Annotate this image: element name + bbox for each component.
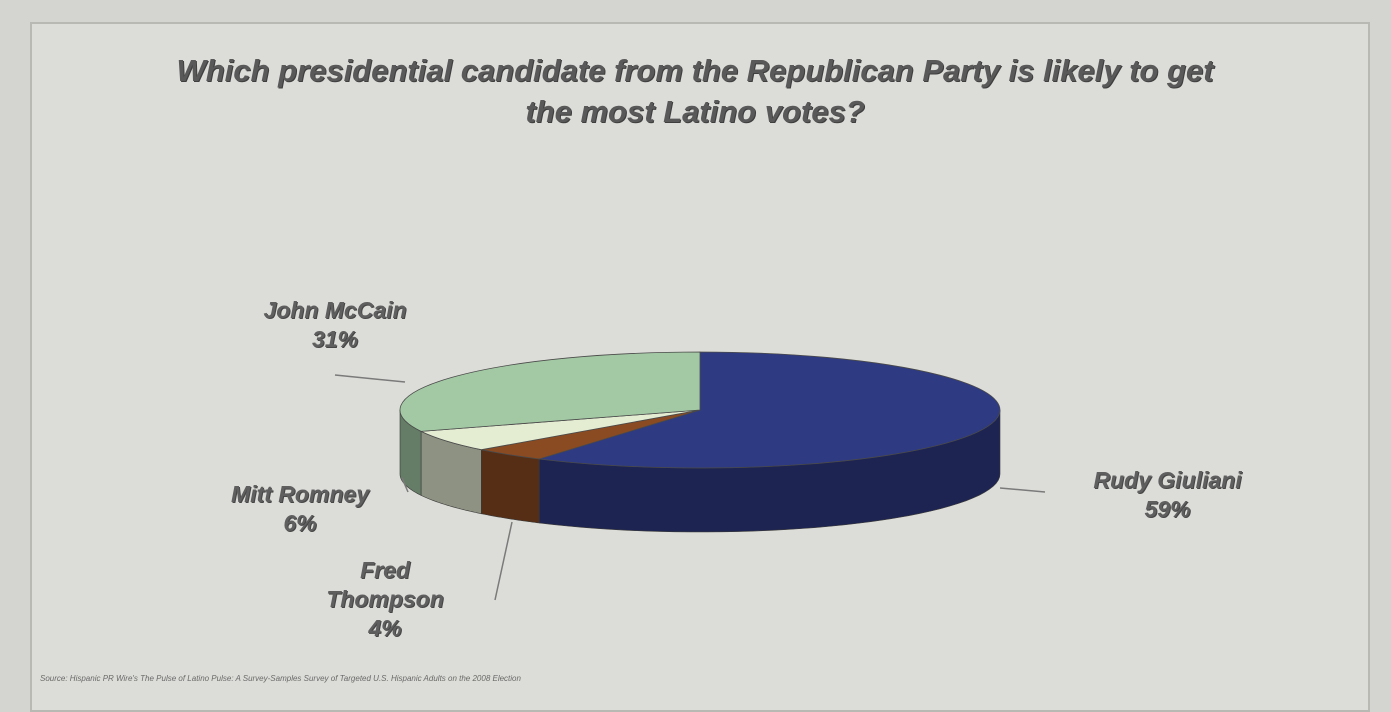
leader-line-fred-thompson [494,521,513,601]
chart-title: Which presidential candidate from the Re… [176,53,1214,129]
slice-label-john-mccain: John McCain 31% [263,297,407,352]
pie-side-fred-thompson [481,449,540,524]
pie-slice-john-mccain [399,351,701,432]
slice-label-mitt-romney: Mitt Romney 6% [231,481,369,536]
leader-line-mitt-romney [401,477,409,493]
leader-line-john-mccain [334,374,406,383]
chart-source-note: Source: Hispanic PR Wire's The Pulse of … [40,674,521,683]
pie-slice-rudy-giuliani [539,351,1001,469]
leader-line-rudy-giuliani [999,487,1046,493]
slice-label-fred-thompson: Fred Thompson 4% [326,557,444,641]
pie-chart [334,351,1046,601]
slice-label-rudy-giuliani: Rudy Giuliani 59% [1093,467,1242,522]
